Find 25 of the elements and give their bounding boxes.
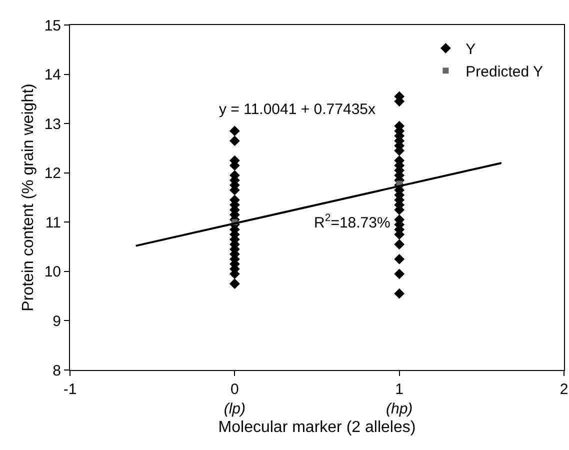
- y-tick-label: 14: [44, 66, 61, 84]
- legend-label: Predicted Y: [466, 64, 543, 80]
- legend-label: Y: [466, 41, 476, 58]
- annotation: R$^{2}$=18.73%: [314, 212, 390, 232]
- point: [229, 278, 240, 289]
- annotation: y = 11.0041 + 0.77435x: [219, 101, 376, 118]
- point: [394, 288, 405, 299]
- y-tick-label: 13: [44, 116, 61, 133]
- y-tick-label: 12: [44, 165, 61, 182]
- y-tick-label: 9: [52, 312, 61, 330]
- x-tick-label: 2: [560, 381, 568, 398]
- point: [394, 239, 405, 250]
- y-axis-title: Protein content (% grain weight): [20, 84, 38, 312]
- x-axis-title: Molecular marker (2 alleles): [218, 419, 416, 436]
- y-tick-label: 8: [52, 362, 61, 380]
- point: [229, 126, 240, 136]
- point: [229, 136, 240, 146]
- y-tick-label: 11: [45, 214, 61, 232]
- point: [394, 268, 405, 280]
- x-tick-label: 0 (lp): [224, 381, 246, 418]
- x-tick-label: 1 (hp): [386, 381, 413, 418]
- point: [394, 254, 405, 264]
- y-tick-label: 10: [44, 264, 61, 281]
- y-tick-label: 15: [44, 17, 61, 34]
- x-tick-label: -1: [63, 381, 77, 398]
